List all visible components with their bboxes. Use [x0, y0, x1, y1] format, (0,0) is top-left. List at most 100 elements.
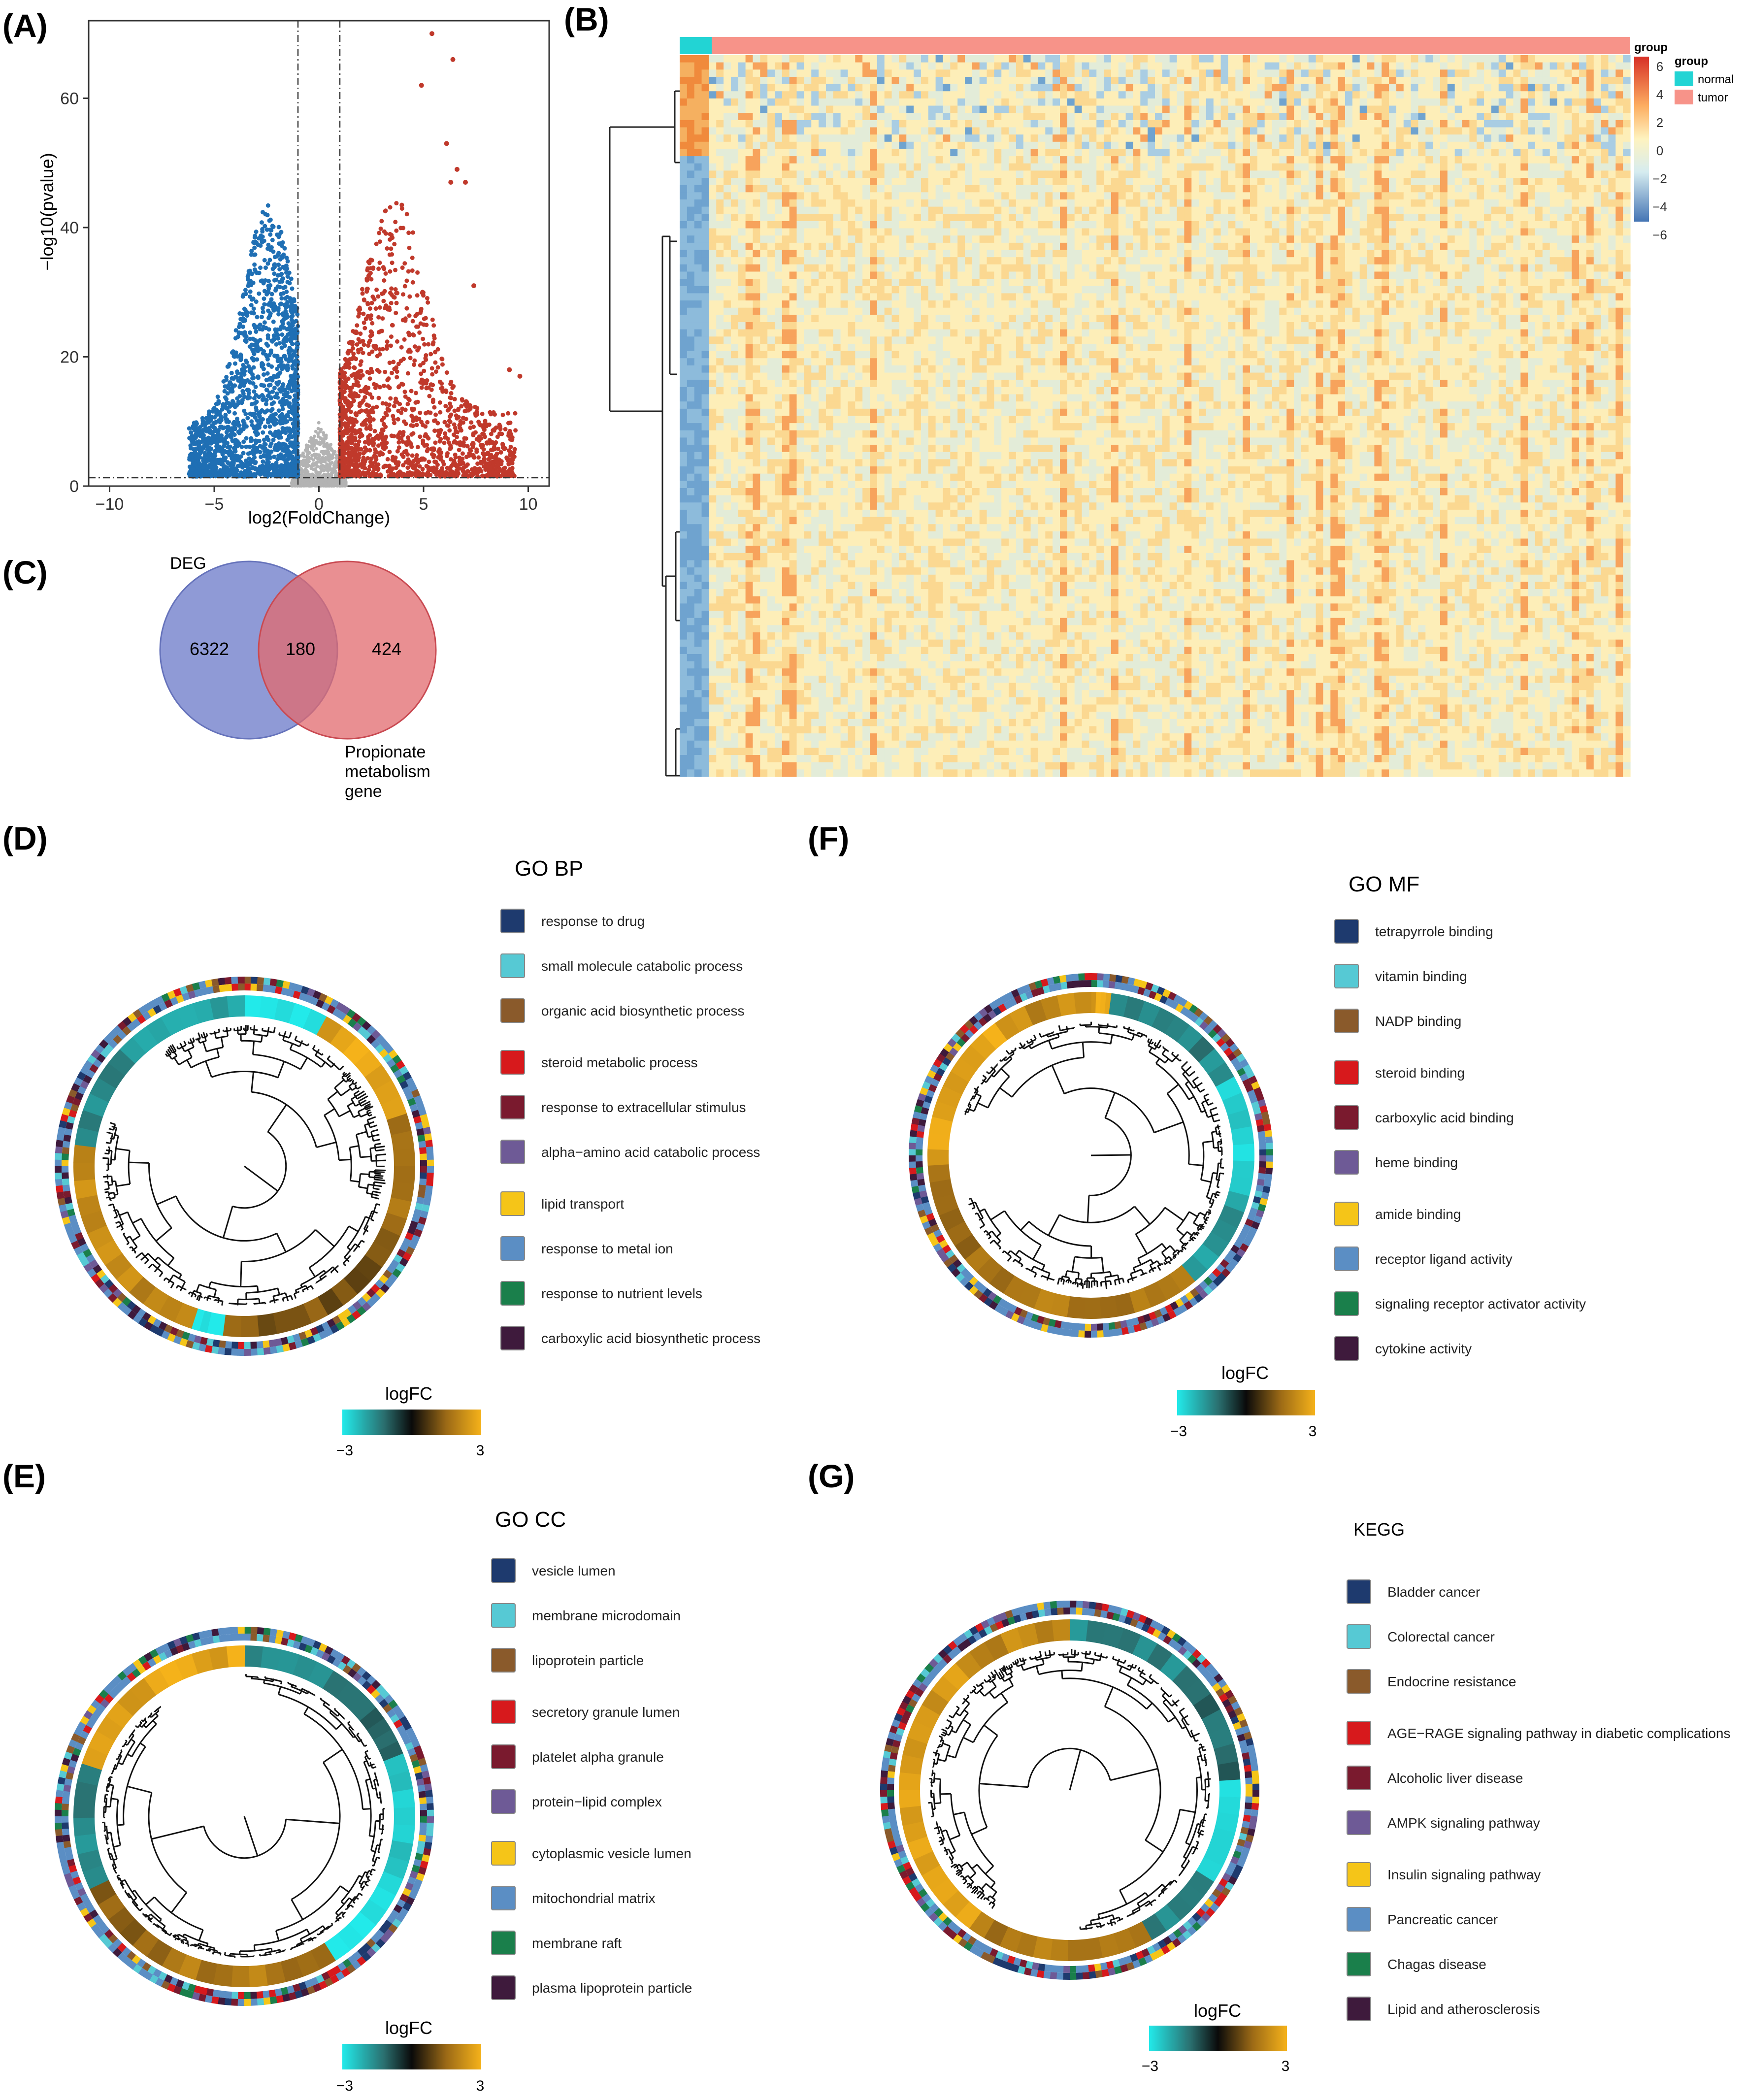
volcano-point-up	[416, 324, 421, 329]
heatmap-cell	[1060, 91, 1068, 99]
volcano-point-up	[389, 470, 394, 475]
heatmap-cell	[796, 98, 804, 106]
heatmap-cell	[877, 84, 885, 92]
heatmap-cell	[1191, 76, 1199, 85]
volcano-point-up	[435, 365, 440, 370]
volcano-point-down	[266, 383, 271, 388]
heatmap-cell	[1374, 76, 1382, 85]
panel-label-b: (B)	[564, 1, 609, 37]
volcano-point-down	[276, 408, 281, 413]
volcano-point-down	[261, 310, 265, 315]
volcano-point-up	[376, 315, 381, 320]
volcano-point-down	[271, 337, 276, 342]
heatmap-cell	[1243, 84, 1251, 92]
volcano-point-up	[455, 415, 460, 420]
volcano-point-up	[369, 300, 374, 305]
heatmap-cell	[1425, 55, 1433, 63]
heatmap-cell	[1140, 55, 1148, 63]
heatmap-cell	[1586, 55, 1594, 63]
heatmap-cell	[1199, 69, 1207, 77]
heatmap-cell	[1462, 84, 1470, 92]
volcano-point-ns	[311, 445, 315, 449]
volcano-point-up	[343, 400, 348, 405]
heatmap-cell	[950, 84, 958, 92]
volcano-point-down	[266, 242, 271, 247]
volcano-point-up	[408, 356, 413, 361]
heatmap-cell	[1096, 76, 1104, 85]
heatmap-cell	[1418, 91, 1426, 99]
volcano-point-down	[235, 422, 240, 427]
volcano-point-up	[443, 431, 448, 436]
heatmap-cell	[1067, 98, 1075, 106]
heatmap-cell	[738, 84, 746, 92]
heatmap-cell	[1257, 84, 1265, 92]
heatmap-cell	[1323, 62, 1331, 70]
heatmap-cell	[1411, 55, 1419, 63]
heatmap-cell	[1382, 84, 1389, 92]
heatmap-cell	[1608, 69, 1616, 77]
volcano-point-up	[361, 451, 366, 456]
heatmap-cell	[789, 69, 797, 77]
volcano-point-down	[216, 448, 221, 453]
volcano-point-up	[510, 451, 515, 456]
volcano-point-down	[216, 400, 221, 405]
heatmap-cell	[848, 98, 856, 106]
heatmap-cell	[935, 84, 944, 92]
volcano-point-up	[423, 424, 428, 429]
heatmap-cell	[1082, 98, 1089, 106]
volcano-point-down	[279, 271, 284, 276]
heatmap-cell	[1089, 91, 1097, 99]
heatmap-cell	[921, 69, 929, 77]
volcano-point-up	[362, 395, 367, 400]
heatmap-cell	[1016, 91, 1024, 99]
heatmap-cell	[1316, 91, 1324, 99]
volcano-point-up	[415, 399, 420, 404]
heatmap-cell	[1199, 62, 1207, 70]
volcano-point-down	[255, 426, 260, 430]
heatmap-cell	[819, 98, 826, 106]
heatmap-cell	[1030, 84, 1039, 92]
volcano-point-up	[368, 333, 373, 338]
heatmap-cell	[1345, 84, 1353, 92]
volcano-point-up	[404, 449, 409, 454]
volcano-point-up	[402, 390, 407, 394]
volcano-point-up	[428, 352, 433, 357]
heatmap-cell	[1564, 84, 1572, 92]
volcano-point-down	[287, 351, 292, 356]
volcano-point-down	[229, 382, 233, 387]
heatmap-cell	[906, 84, 914, 92]
volcano-point-up	[507, 367, 512, 372]
heatmap-cell	[1484, 91, 1492, 99]
heatmap-cell	[1177, 91, 1185, 99]
volcano-point-down	[254, 240, 259, 245]
heatmap-cell	[789, 55, 797, 63]
heatmap-cell	[1484, 84, 1492, 92]
heatmap-cell	[775, 62, 783, 70]
volcano-point-down	[260, 227, 265, 231]
volcano-point-ns	[319, 427, 323, 431]
heatmap-cell	[1440, 62, 1448, 70]
volcano-point-up	[426, 342, 431, 347]
volcano-point-up	[446, 423, 451, 428]
volcano-point-down	[217, 410, 222, 415]
volcano-point-down	[267, 258, 272, 262]
volcano-point-down	[265, 418, 270, 423]
heatmap-cell	[833, 91, 841, 99]
heatmap-cell	[1016, 76, 1024, 85]
heatmap-cell	[680, 55, 688, 63]
volcano-point-ns	[300, 482, 304, 486]
heatmap-cell	[1257, 55, 1265, 63]
heatmap-cell	[891, 91, 899, 99]
heatmap-cell	[1528, 69, 1536, 77]
heatmap-cell	[1264, 84, 1273, 92]
volcano-point-up	[464, 404, 469, 409]
heatmap-cell	[709, 98, 717, 106]
volcano-point-up	[377, 352, 382, 357]
heatmap-cell	[1542, 76, 1550, 85]
heatmap-cell	[1549, 69, 1558, 77]
volcano-point-down	[271, 333, 276, 338]
heatmap-cell	[1345, 69, 1353, 77]
volcano-point-up	[410, 453, 415, 458]
heatmap-cell	[1220, 62, 1229, 70]
heatmap-cell	[1513, 91, 1521, 99]
